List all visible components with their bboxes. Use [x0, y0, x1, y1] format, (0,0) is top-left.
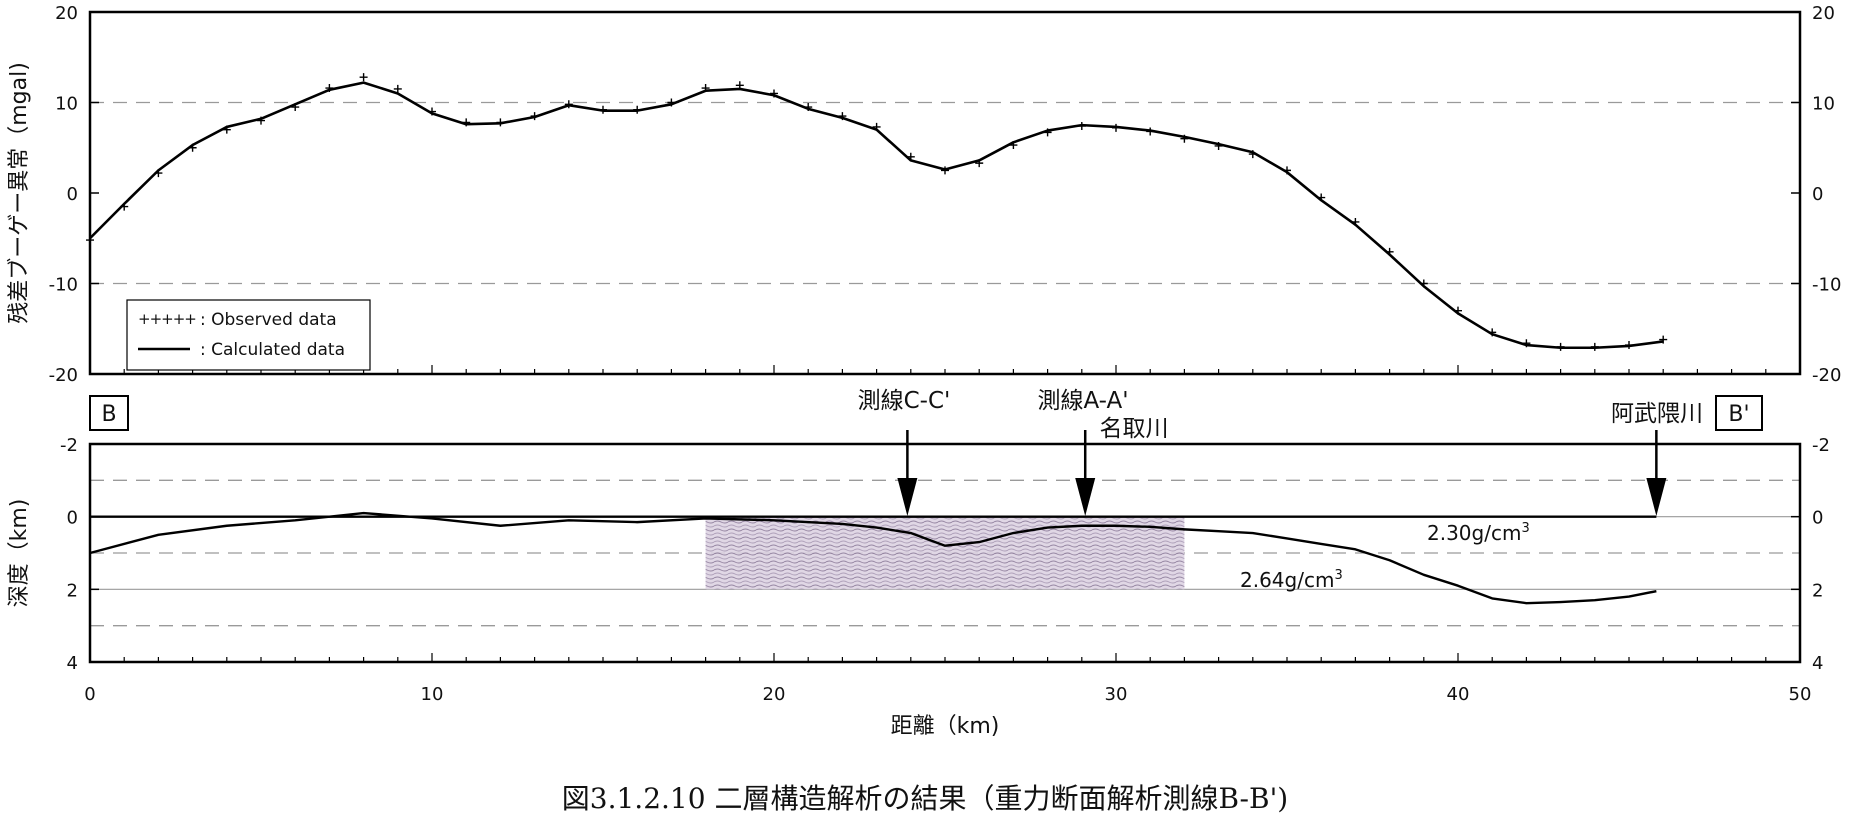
- calculated-line: [89, 81, 1664, 350]
- density-lower-label: 2.64g/cm3: [1240, 568, 1343, 592]
- depth-series: [89, 511, 1657, 605]
- legend-observed-label: : Observed data: [200, 310, 337, 330]
- legend-calculated-label: : Calculated data: [200, 340, 345, 360]
- location-arrow-head: [897, 478, 918, 516]
- depth-tick-label-right: 2: [1812, 580, 1823, 601]
- depth-tick-label-right: 0: [1812, 508, 1823, 529]
- gravity-series: [86, 73, 1668, 351]
- depth-tick-label: 0: [67, 508, 78, 529]
- x-tick-label: 50: [1789, 684, 1812, 705]
- depth-tick-label: -2: [60, 435, 78, 456]
- gravity-tick-label-right: -20: [1812, 365, 1841, 386]
- gravity-tick-label-right: -10: [1812, 275, 1841, 296]
- x-tick-label: 30: [1105, 684, 1128, 705]
- figure-caption: 図3.1.2.10 二層構造解析の結果（重力断面解析測線B-B'): [562, 782, 1288, 815]
- arrow-label-natori-river: 名取川: [1100, 416, 1169, 442]
- section-end-box: [1715, 395, 1763, 431]
- section-start-label: B: [101, 402, 116, 427]
- arrow-label-line-c: 測線C-C': [858, 388, 951, 414]
- gravity-tick-label-right: 20: [1812, 3, 1835, 24]
- location-arrows: [897, 430, 1667, 516]
- gravity-tick-label: 20: [55, 3, 78, 24]
- gravity-tick-label: 0: [67, 184, 78, 205]
- legend-observed-marker: +++++: [138, 310, 196, 328]
- gravity-ticks: 20 20 10 10 0 0 -10 -10 -20 -20: [49, 3, 1842, 386]
- location-arrow-head: [1075, 478, 1096, 516]
- density-upper-label: 2.30g/cm3: [1427, 521, 1530, 545]
- depth-tick-label-right: 4: [1812, 653, 1823, 674]
- x-tick-label: 0: [84, 684, 95, 705]
- observed-point: [359, 73, 368, 82]
- section-start-box: [89, 395, 129, 431]
- arrow-label-abukuma-river: 阿武隈川: [1611, 401, 1703, 427]
- gravity-tick-label: -20: [49, 365, 78, 386]
- depth-tick-label-right: -2: [1812, 435, 1830, 456]
- arrow-label-line-a: 測線A-A': [1037, 388, 1128, 414]
- x-tick-label: 40: [1447, 684, 1470, 705]
- depth-tick-label: 2: [67, 580, 78, 601]
- basement-boundary-line: [89, 511, 1657, 605]
- depth-tick-label: 4: [67, 653, 78, 674]
- location-arrow-head: [1646, 478, 1667, 516]
- gravity-y-axis-label: 残差ブーゲー異常（mgal): [7, 62, 32, 324]
- gravity-tick-label-right: 10: [1812, 94, 1835, 115]
- depth-y-axis-label: 深度（km): [7, 499, 32, 608]
- gravity-tick-label: 10: [55, 94, 78, 115]
- seismic-section-image: [705, 516, 1185, 590]
- gravity-grid: [90, 101, 1800, 285]
- observed-point: [393, 84, 402, 93]
- x-tick-label: 20: [763, 684, 786, 705]
- x-axis-label: 距離（km): [891, 714, 1000, 739]
- gravity-tick-label: -10: [49, 275, 78, 296]
- legend: +++++ : Observed data : Calculated data: [126, 299, 371, 371]
- x-tick-label: 10: [421, 684, 444, 705]
- depth-plot-frame: [88, 442, 1802, 664]
- section-end-label: B': [1728, 402, 1749, 427]
- gravity-tick-label-right: 0: [1812, 184, 1823, 205]
